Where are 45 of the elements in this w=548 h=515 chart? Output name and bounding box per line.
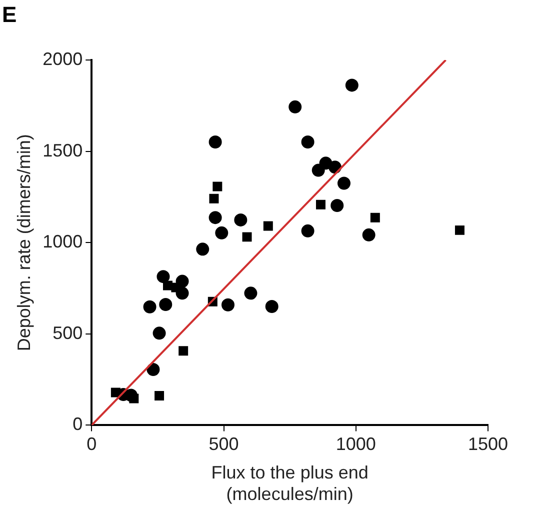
- point: [288, 100, 302, 114]
- y-tick-label: 1500: [42, 140, 83, 160]
- point: [244, 286, 258, 300]
- point: [263, 221, 273, 231]
- point: [110, 388, 120, 398]
- point: [312, 164, 325, 177]
- y-tick-label: 2000: [42, 48, 83, 69]
- point: [156, 270, 170, 284]
- point: [178, 346, 188, 356]
- y-tick-label: 1000: [42, 232, 83, 252]
- x-tick-label: 500: [208, 434, 239, 454]
- point: [143, 300, 156, 314]
- point: [208, 211, 222, 224]
- x-axis-title: Flux to the plus end (molecules/min): [211, 462, 368, 504]
- point: [330, 199, 344, 212]
- point: [154, 391, 164, 401]
- point: [301, 135, 314, 148]
- point: [159, 298, 172, 311]
- point: [129, 394, 139, 404]
- y-tick-label: 0: [72, 414, 83, 434]
- y-axis-title: Depolym. rate (dimers/min): [14, 134, 34, 352]
- point: [316, 200, 326, 210]
- point: [454, 225, 464, 235]
- text: E: [2, 2, 17, 28]
- point: [171, 282, 181, 292]
- point: [196, 242, 210, 256]
- point: [152, 326, 166, 340]
- x-tick-label: 0: [86, 434, 97, 454]
- point: [209, 194, 219, 204]
- point: [345, 78, 358, 92]
- point: [370, 212, 380, 222]
- point: [212, 182, 222, 192]
- x-tick-label: 1500: [468, 434, 508, 454]
- point: [265, 300, 278, 314]
- y-tick-label: 500: [52, 322, 83, 343]
- point: [301, 224, 314, 238]
- point: [208, 135, 222, 148]
- point: [221, 298, 234, 312]
- point: [242, 232, 252, 242]
- point: [337, 176, 350, 190]
- point: [146, 363, 160, 376]
- point: [234, 213, 248, 226]
- point: [362, 228, 376, 242]
- point: [215, 226, 228, 240]
- x-tick-label: 1000: [336, 434, 376, 454]
